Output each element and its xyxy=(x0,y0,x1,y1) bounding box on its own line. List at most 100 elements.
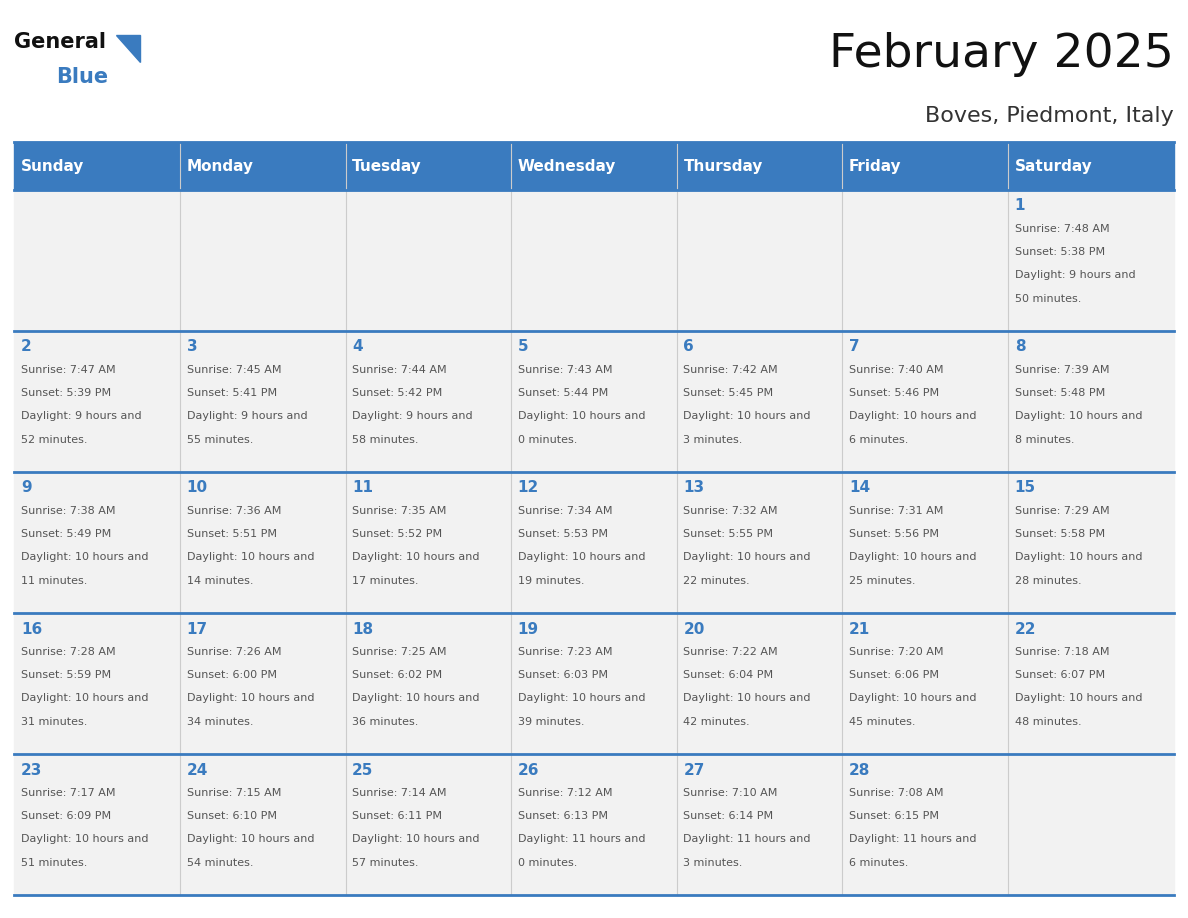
Text: 20: 20 xyxy=(683,621,704,636)
Text: Tuesday: Tuesday xyxy=(352,159,422,174)
Text: Wednesday: Wednesday xyxy=(518,159,617,174)
Text: 12: 12 xyxy=(518,480,539,496)
Text: Daylight: 10 hours and: Daylight: 10 hours and xyxy=(187,553,314,563)
Text: 15: 15 xyxy=(1015,480,1036,496)
Text: Sunset: 5:53 PM: Sunset: 5:53 PM xyxy=(518,529,608,539)
Bar xyxy=(677,331,842,472)
Text: 26: 26 xyxy=(518,763,539,778)
Text: Sunset: 6:07 PM: Sunset: 6:07 PM xyxy=(1015,670,1105,680)
Text: Sunrise: 7:29 AM: Sunrise: 7:29 AM xyxy=(1015,506,1110,516)
Text: Sunset: 5:39 PM: Sunset: 5:39 PM xyxy=(21,388,110,398)
Text: Sunrise: 7:34 AM: Sunrise: 7:34 AM xyxy=(518,506,612,516)
Bar xyxy=(14,331,179,472)
Text: Sunset: 6:02 PM: Sunset: 6:02 PM xyxy=(352,670,442,680)
Text: 7: 7 xyxy=(849,340,860,354)
Bar xyxy=(179,190,346,331)
Text: Sunset: 6:14 PM: Sunset: 6:14 PM xyxy=(683,812,773,822)
Text: 14: 14 xyxy=(849,480,871,496)
Text: 13: 13 xyxy=(683,480,704,496)
Text: Boves, Piedmont, Italy: Boves, Piedmont, Italy xyxy=(925,106,1174,126)
Text: 11 minutes.: 11 minutes. xyxy=(21,576,87,586)
Text: 50 minutes.: 50 minutes. xyxy=(1015,294,1081,304)
Text: Blue: Blue xyxy=(56,67,108,87)
Text: Sunrise: 7:25 AM: Sunrise: 7:25 AM xyxy=(352,647,447,657)
Bar xyxy=(677,613,842,754)
Text: Sunrise: 7:35 AM: Sunrise: 7:35 AM xyxy=(352,506,447,516)
Text: Sunrise: 7:38 AM: Sunrise: 7:38 AM xyxy=(21,506,115,516)
Text: Sunset: 6:03 PM: Sunset: 6:03 PM xyxy=(518,670,608,680)
Text: Sunset: 6:13 PM: Sunset: 6:13 PM xyxy=(518,812,608,822)
Text: Daylight: 10 hours and: Daylight: 10 hours and xyxy=(1015,411,1142,421)
Bar xyxy=(842,754,1009,895)
Text: Sunset: 5:42 PM: Sunset: 5:42 PM xyxy=(352,388,442,398)
Text: Daylight: 11 hours and: Daylight: 11 hours and xyxy=(849,834,977,845)
Bar xyxy=(346,190,511,331)
Text: Sunset: 5:49 PM: Sunset: 5:49 PM xyxy=(21,529,112,539)
Text: Sunset: 5:52 PM: Sunset: 5:52 PM xyxy=(352,529,442,539)
Bar xyxy=(677,754,842,895)
Text: Sunrise: 7:08 AM: Sunrise: 7:08 AM xyxy=(849,788,943,798)
Bar xyxy=(179,613,346,754)
Text: 18: 18 xyxy=(352,621,373,636)
Bar xyxy=(677,472,842,613)
Text: Daylight: 10 hours and: Daylight: 10 hours and xyxy=(849,553,977,563)
Text: Sunset: 5:55 PM: Sunset: 5:55 PM xyxy=(683,529,773,539)
Text: Daylight: 9 hours and: Daylight: 9 hours and xyxy=(21,411,141,421)
Text: Daylight: 10 hours and: Daylight: 10 hours and xyxy=(683,693,811,703)
Text: Sunset: 5:58 PM: Sunset: 5:58 PM xyxy=(1015,529,1105,539)
Bar xyxy=(346,754,511,895)
Text: Sunday: Sunday xyxy=(21,159,84,174)
Text: Sunrise: 7:18 AM: Sunrise: 7:18 AM xyxy=(1015,647,1110,657)
Text: Sunset: 5:45 PM: Sunset: 5:45 PM xyxy=(683,388,773,398)
Bar xyxy=(511,613,677,754)
Text: Sunrise: 7:32 AM: Sunrise: 7:32 AM xyxy=(683,506,778,516)
Bar xyxy=(842,190,1009,331)
Text: Sunrise: 7:47 AM: Sunrise: 7:47 AM xyxy=(21,364,115,375)
Text: Daylight: 10 hours and: Daylight: 10 hours and xyxy=(187,693,314,703)
Text: Sunrise: 7:28 AM: Sunrise: 7:28 AM xyxy=(21,647,115,657)
Text: Sunset: 5:38 PM: Sunset: 5:38 PM xyxy=(1015,247,1105,257)
Text: 36 minutes.: 36 minutes. xyxy=(352,717,418,727)
Bar xyxy=(1009,754,1174,895)
Bar xyxy=(842,472,1009,613)
Text: Sunrise: 7:40 AM: Sunrise: 7:40 AM xyxy=(849,364,943,375)
Text: Sunrise: 7:17 AM: Sunrise: 7:17 AM xyxy=(21,788,115,798)
Text: 17: 17 xyxy=(187,621,208,636)
Text: Sunset: 6:11 PM: Sunset: 6:11 PM xyxy=(352,812,442,822)
Text: 0 minutes.: 0 minutes. xyxy=(518,434,577,444)
Text: Friday: Friday xyxy=(849,159,902,174)
Text: Sunrise: 7:23 AM: Sunrise: 7:23 AM xyxy=(518,647,612,657)
Text: Sunset: 5:41 PM: Sunset: 5:41 PM xyxy=(187,388,277,398)
Text: Sunrise: 7:42 AM: Sunrise: 7:42 AM xyxy=(683,364,778,375)
Text: Daylight: 10 hours and: Daylight: 10 hours and xyxy=(352,693,480,703)
Bar xyxy=(14,613,179,754)
Text: 0 minutes.: 0 minutes. xyxy=(518,857,577,868)
Text: 21: 21 xyxy=(849,621,871,636)
Text: 19 minutes.: 19 minutes. xyxy=(518,576,584,586)
Bar xyxy=(1009,190,1174,331)
Bar xyxy=(842,613,1009,754)
Text: Daylight: 9 hours and: Daylight: 9 hours and xyxy=(1015,271,1136,280)
Text: 25 minutes.: 25 minutes. xyxy=(849,576,916,586)
Bar xyxy=(511,190,677,331)
Bar xyxy=(511,331,677,472)
Text: Daylight: 10 hours and: Daylight: 10 hours and xyxy=(683,411,811,421)
Text: Daylight: 10 hours and: Daylight: 10 hours and xyxy=(352,553,480,563)
Text: 10: 10 xyxy=(187,480,208,496)
Text: Sunrise: 7:10 AM: Sunrise: 7:10 AM xyxy=(683,788,778,798)
Text: Sunrise: 7:22 AM: Sunrise: 7:22 AM xyxy=(683,647,778,657)
Text: General: General xyxy=(14,32,106,52)
Text: Sunset: 6:10 PM: Sunset: 6:10 PM xyxy=(187,812,277,822)
Text: 28: 28 xyxy=(849,763,871,778)
Bar xyxy=(346,613,511,754)
Text: February 2025: February 2025 xyxy=(829,32,1174,77)
Text: Daylight: 11 hours and: Daylight: 11 hours and xyxy=(518,834,645,845)
Bar xyxy=(1009,331,1174,472)
Text: Daylight: 10 hours and: Daylight: 10 hours and xyxy=(849,411,977,421)
Text: 39 minutes.: 39 minutes. xyxy=(518,717,584,727)
Text: 28 minutes.: 28 minutes. xyxy=(1015,576,1081,586)
Text: Daylight: 10 hours and: Daylight: 10 hours and xyxy=(518,411,645,421)
Bar xyxy=(179,754,346,895)
Text: Sunset: 6:04 PM: Sunset: 6:04 PM xyxy=(683,670,773,680)
Text: Daylight: 10 hours and: Daylight: 10 hours and xyxy=(21,834,148,845)
